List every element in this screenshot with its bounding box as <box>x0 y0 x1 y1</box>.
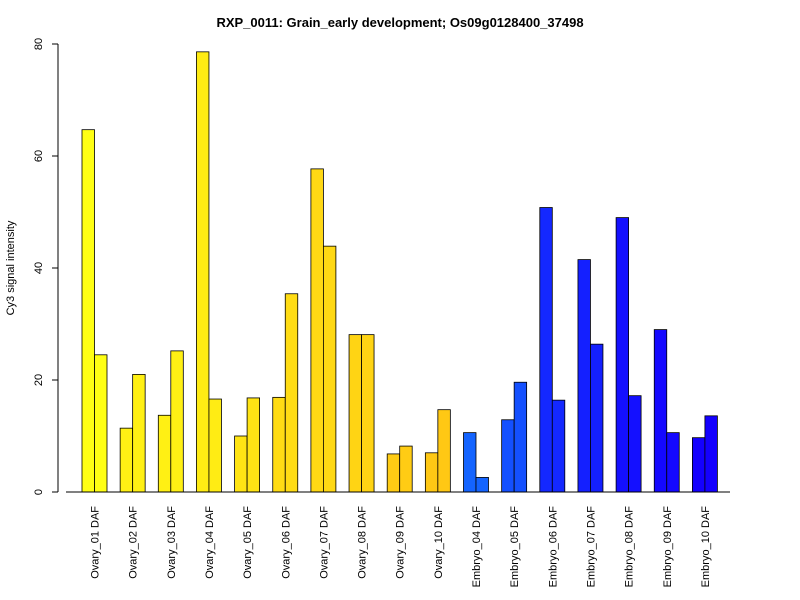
x-tick-label: Embryo_10 DAF <box>700 506 712 588</box>
bar <box>628 395 642 493</box>
bar <box>615 217 629 493</box>
bar <box>437 409 451 493</box>
bar <box>513 381 528 493</box>
bar <box>424 452 439 493</box>
x-tick-label: Embryo_04 DAF <box>471 506 483 588</box>
bar <box>666 432 680 493</box>
x-tick-label: Ovary_06 DAF <box>280 506 292 579</box>
bar <box>399 445 413 493</box>
bars <box>81 51 718 493</box>
bar <box>475 477 489 493</box>
bar <box>322 245 337 493</box>
bar <box>463 432 477 493</box>
bar <box>539 207 553 493</box>
bar <box>234 435 248 493</box>
x-tick-label: Ovary_02 DAF <box>128 506 140 579</box>
y-tick-label: 80 <box>33 38 45 50</box>
x-tick-label: Ovary_09 DAF <box>395 506 407 579</box>
bar <box>361 334 375 493</box>
x-tick-label: Embryo_09 DAF <box>662 506 674 588</box>
bar <box>170 350 184 493</box>
chart-title: RXP_0011: Grain_early development; Os09g… <box>216 15 583 30</box>
category-labels: Ovary_01 DAF Ovary_02 DAF Ovary_03 DAF Ovar… <box>90 506 712 588</box>
x-tick-label: Embryo_06 DAF <box>547 506 559 588</box>
y-tick-label: 20 <box>33 374 45 386</box>
bar <box>577 259 591 493</box>
bar <box>692 437 706 493</box>
x-tick-label: Ovary_03 DAF <box>166 506 178 579</box>
bar <box>157 414 172 493</box>
bar <box>246 397 261 493</box>
y-tick-label: 60 <box>33 150 45 162</box>
bar <box>284 293 299 493</box>
bar <box>119 427 134 493</box>
x-tick-label: Embryo_07 DAF <box>585 506 597 588</box>
y-axis-label: Cy3 signal intensity <box>5 220 17 315</box>
bar <box>704 415 718 493</box>
bar <box>272 396 286 493</box>
x-tick-label: Ovary_10 DAF <box>433 506 445 579</box>
y-tick-label: 0 <box>33 489 45 495</box>
bar <box>348 334 362 493</box>
bar <box>551 399 566 493</box>
bar <box>132 373 146 493</box>
x-tick-label: Ovary_07 DAF <box>318 506 330 579</box>
bar <box>310 168 324 493</box>
y-axis: 0 20 40 60 80 <box>33 38 59 495</box>
bar <box>196 51 210 493</box>
x-tick-label: Ovary_08 DAF <box>357 506 369 579</box>
x-tick-label: Embryo_05 DAF <box>509 506 521 588</box>
bar <box>208 398 222 493</box>
y-tick-label: 40 <box>33 262 45 274</box>
bar <box>386 453 401 493</box>
x-tick-label: Ovary_05 DAF <box>242 506 254 579</box>
bar <box>81 129 95 493</box>
bar <box>653 329 668 493</box>
x-tick-label: Ovary_04 DAF <box>204 506 216 579</box>
bar <box>501 419 515 493</box>
x-tick-label: Ovary_01 DAF <box>90 506 102 579</box>
x-tick-label: Embryo_08 DAF <box>624 506 636 588</box>
bar <box>94 354 108 493</box>
bar <box>590 343 604 493</box>
